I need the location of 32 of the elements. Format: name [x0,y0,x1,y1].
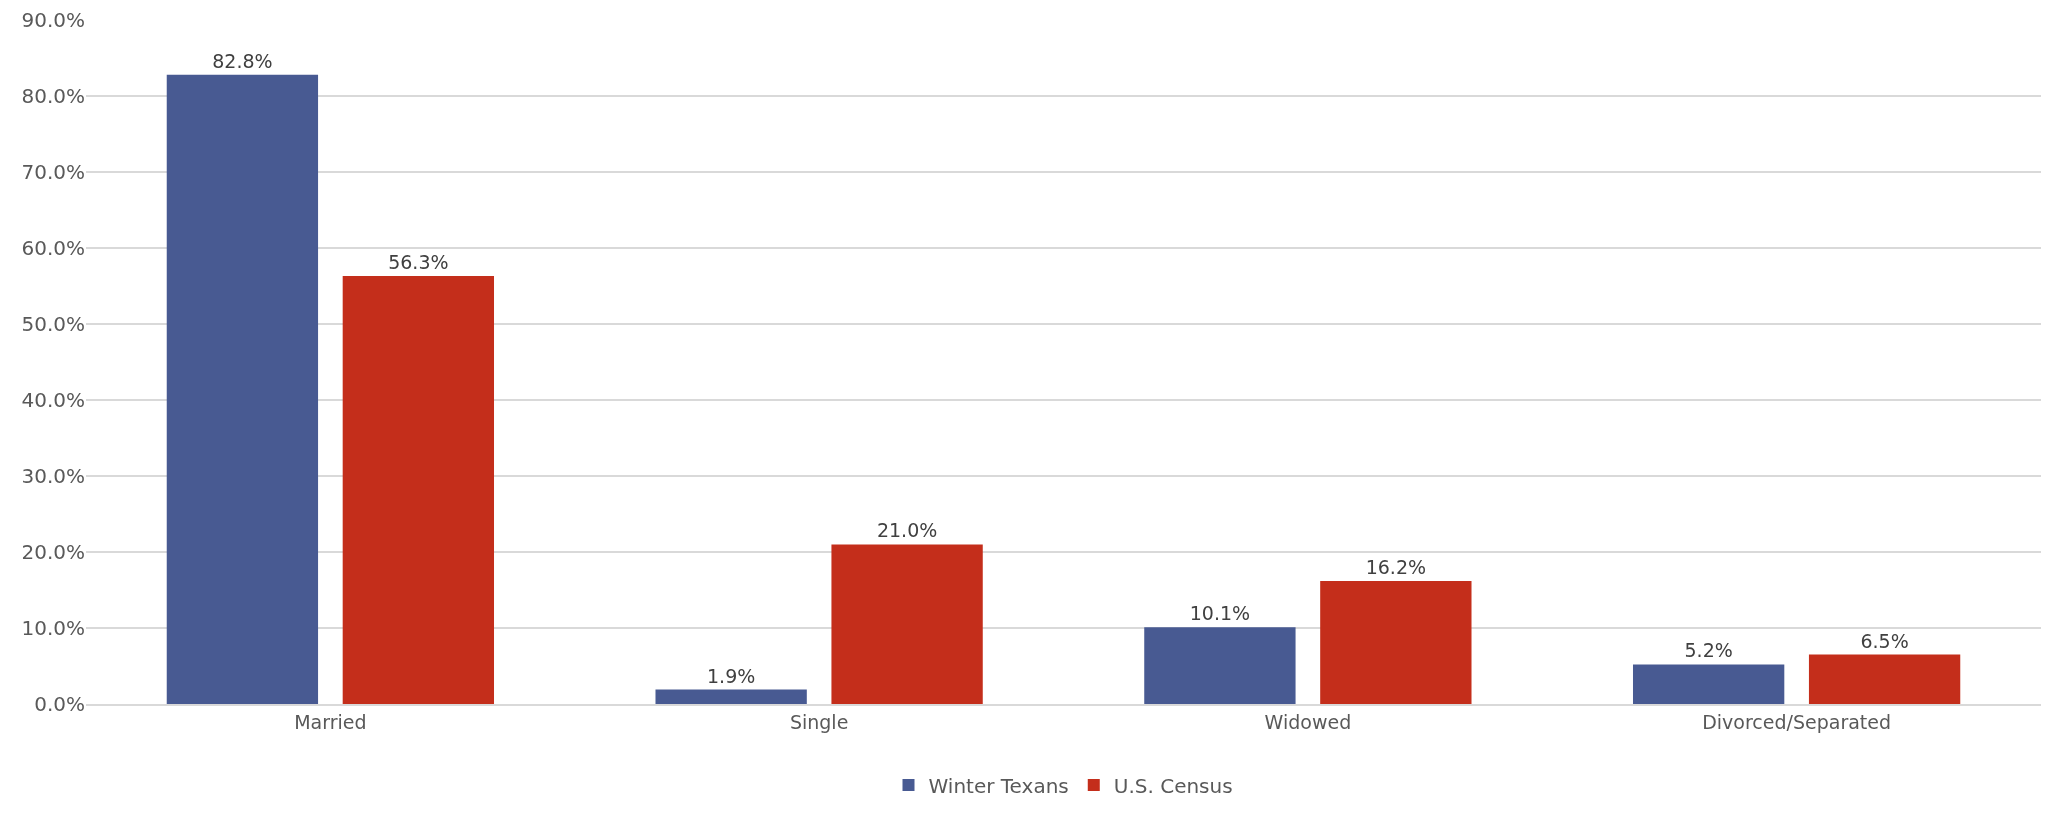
y-tick-label: 40.0% [21,388,85,412]
y-tick-label: 70.0% [21,160,85,184]
bar [1144,627,1296,704]
y-tick-label: 20.0% [21,540,85,564]
bar [342,276,495,704]
legend-label: U.S. Census [1113,773,1233,798]
text: 5.2% [1684,639,1733,662]
y-tick-label: 50.0% [21,312,85,336]
y-tick-label: 10.0% [21,616,85,640]
y-tick-label: 0.0% [34,692,85,716]
text: 21.0% [876,519,938,542]
y-tick-label: 30.0% [21,464,85,488]
text: 10.1% [1189,602,1251,625]
bar [166,74,319,704]
text: 1.9% [707,664,756,687]
x-tick-label: Widowed [1264,710,1352,733]
y-tick-label: 80.0% [21,84,85,108]
y-tick-label: 60.0% [21,236,85,260]
x-tick-label: Divorced/Separated [1702,710,1892,733]
x-tick-label: Single [789,710,849,733]
y-tick-label: 90.0% [21,8,85,32]
x-tick-label: Married [294,710,367,733]
text: 56.3% [388,251,449,274]
bar [1632,664,1785,704]
text: 82.8% [212,49,273,72]
bar [831,544,983,704]
bar [1320,580,1472,704]
bar [1808,654,1961,704]
text: 16.2% [1365,555,1427,578]
legend-label: Winter Texans [928,773,1069,798]
text: 6.5% [1860,629,1909,652]
bar [655,689,807,704]
